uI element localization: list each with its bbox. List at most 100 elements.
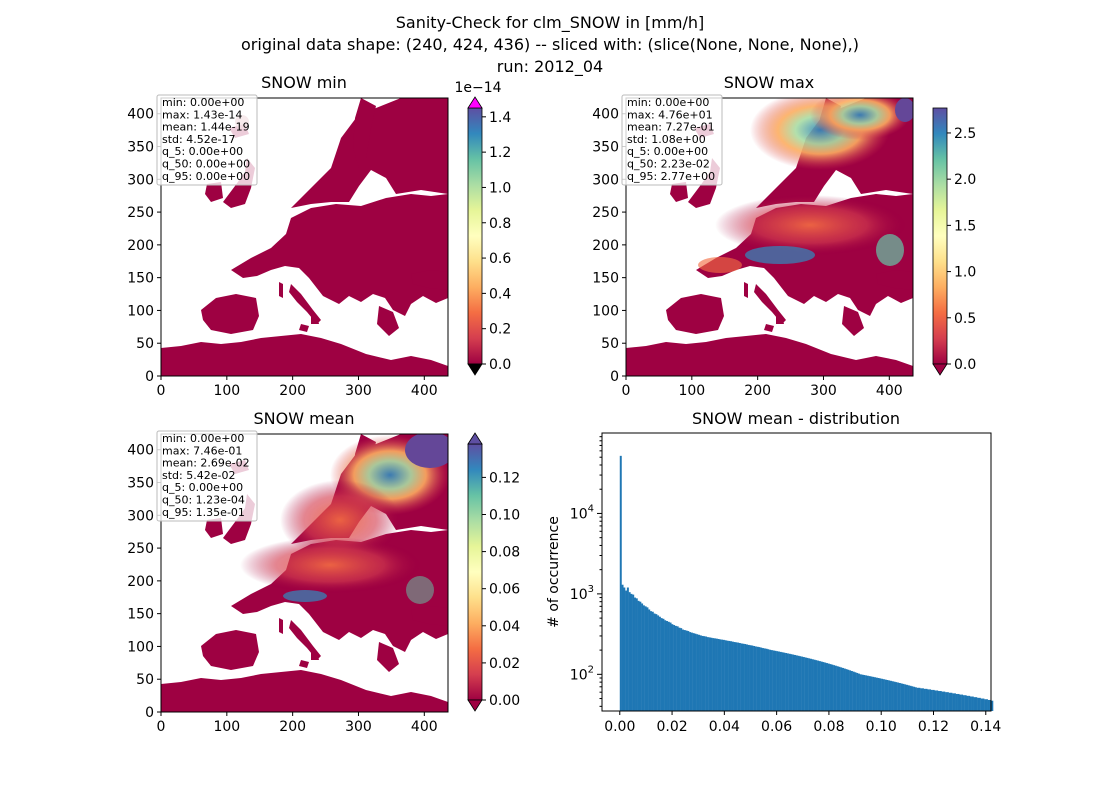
colorbar-offset-text: 1e−14 xyxy=(454,80,501,96)
histogram-bar xyxy=(802,657,805,711)
histogram-bar xyxy=(834,665,837,711)
histogram-bar xyxy=(761,648,764,711)
histogram-bar xyxy=(797,655,800,711)
histogram-bar xyxy=(619,455,622,711)
histogram-bar xyxy=(792,654,795,711)
histogram-bar xyxy=(733,642,736,711)
histogram-bar xyxy=(648,609,651,711)
stats-box-background xyxy=(156,94,258,186)
y-axis: 0 50 100 150 200 250 300 350 400 xyxy=(592,107,626,385)
colorbar-tick-label: 0.5 xyxy=(954,311,976,327)
stats-line: std: 1.08e+00 xyxy=(627,133,706,146)
histogram-bar xyxy=(911,686,914,711)
x-tick-label: 0.00 xyxy=(604,719,635,735)
histogram-bar xyxy=(740,643,743,711)
histogram-bar xyxy=(657,615,660,711)
histogram-bar xyxy=(719,639,722,711)
histogram-bar xyxy=(971,696,974,711)
colorbar-tick-label: 1.2 xyxy=(489,145,511,161)
colorbar-tick-label: 0.8 xyxy=(489,216,511,232)
histogram-bar xyxy=(845,669,848,711)
histogram-bar xyxy=(653,613,656,711)
stats-line: q_50: 1.23e-04 xyxy=(162,494,245,507)
x-tick-label: 0.14 xyxy=(970,719,1001,735)
y-tick-label: 50 xyxy=(601,336,619,352)
stats-line: mean: 1.44e-19 xyxy=(162,121,250,134)
y-tick-label: 350 xyxy=(127,476,154,492)
colorbar-tick-label: 2.0 xyxy=(954,172,976,188)
histogram-bar xyxy=(786,653,789,711)
histogram-bar xyxy=(724,640,727,711)
panel-title: SNOW max xyxy=(724,73,814,92)
y-tick-exponent: 2 xyxy=(588,664,594,675)
histogram-bar xyxy=(712,638,715,711)
histogram-bar xyxy=(955,693,958,711)
x-tick-label: 300 xyxy=(810,383,837,399)
histogram-bar xyxy=(628,592,631,711)
histogram-bar xyxy=(943,691,946,711)
x-tick-label: 100 xyxy=(678,383,705,399)
histogram-bar xyxy=(701,635,704,711)
colorbar-tick-label: 1.5 xyxy=(954,218,976,234)
stats-line: max: 7.46e-01 xyxy=(162,444,242,457)
histogram-bar xyxy=(916,687,919,711)
stats-line: std: 4.52e-17 xyxy=(162,133,235,146)
histogram-bar xyxy=(721,639,724,711)
histogram-bar xyxy=(737,642,740,711)
colorbar-extend-top xyxy=(467,96,483,109)
histogram-bar xyxy=(829,664,832,711)
y-tick-label: 100 xyxy=(592,303,619,319)
x-tick-label: 400 xyxy=(411,719,438,735)
x-tick-label: 0.02 xyxy=(656,719,687,735)
y-axis-label: # of occurrence xyxy=(546,516,562,628)
stats-line: min: 0.00e+00 xyxy=(162,96,244,109)
histogram-bar xyxy=(889,680,892,711)
histogram-bar xyxy=(927,689,930,711)
colorbar-tick-label: 0.08 xyxy=(489,545,520,561)
colorbar-extend-bottom xyxy=(932,363,948,376)
map-image xyxy=(161,434,448,712)
histogram-bar xyxy=(936,690,939,711)
histogram-bar xyxy=(793,654,796,711)
histogram-bar xyxy=(948,692,951,711)
histogram-bar xyxy=(747,644,750,711)
histogram-bar xyxy=(753,645,756,711)
x-tick-label: 0 xyxy=(157,719,166,735)
colorbar: 0.00 0.02 0.04 0.06 0.08 0.10 0.12 xyxy=(467,432,520,712)
histogram-bar xyxy=(697,634,700,711)
panel-title: SNOW mean - distribution xyxy=(692,409,900,428)
colorbar-extend-bottom xyxy=(467,699,483,712)
y-tick-label: 150 xyxy=(592,271,619,287)
y-tick-label: 200 xyxy=(592,238,619,254)
x-axis: 0 100 200 300 400 xyxy=(157,712,438,735)
stats-line: min: 0.00e+00 xyxy=(162,432,244,445)
colorbar-tick-label: 0.10 xyxy=(489,507,520,523)
colorbar-gradient xyxy=(467,443,483,701)
colorbar-tick-label: 1.4 xyxy=(489,110,511,126)
histogram-bar xyxy=(868,676,871,711)
histogram-bar xyxy=(667,621,670,711)
figure-title-line-3: run: 2012_04 xyxy=(497,57,603,77)
y-tick-label: 102 xyxy=(570,664,594,683)
stats-line: q_95: 0.00e+00 xyxy=(162,170,250,183)
histogram-bar xyxy=(769,649,772,711)
y-tick-label: 103 xyxy=(570,584,594,603)
histogram-bar xyxy=(898,683,901,711)
histogram-bar xyxy=(621,584,624,711)
histogram-bar xyxy=(817,660,820,711)
y-tick-label: 150 xyxy=(127,271,154,287)
histogram-bar xyxy=(831,664,834,711)
colorbar-gradient xyxy=(467,107,483,365)
histogram-bar xyxy=(744,644,747,711)
colorbar-extend-top xyxy=(467,432,483,445)
histogram-bar xyxy=(900,683,903,711)
histogram-bar xyxy=(662,618,665,711)
x-tick-label: 100 xyxy=(213,383,240,399)
histogram-bar xyxy=(772,650,775,711)
histogram-bar xyxy=(646,607,649,711)
histogram-bar xyxy=(968,695,971,711)
histogram-bar xyxy=(879,678,882,711)
histogram-bar xyxy=(726,640,729,711)
